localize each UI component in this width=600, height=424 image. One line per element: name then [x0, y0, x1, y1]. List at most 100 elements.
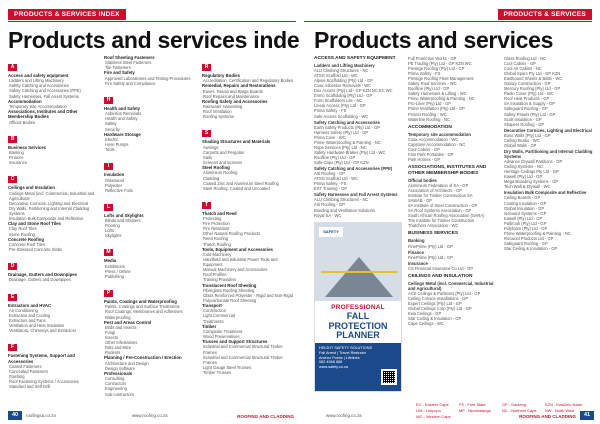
- index-category[interactable]: Media: [104, 258, 117, 264]
- index-subcategory[interactable]: Rainwater Harvesting: [203, 104, 243, 110]
- company-listing[interactable]: Kwa Ceilings - GP: [408, 311, 442, 317]
- index-subcategory[interactable]: Other Natural Roofing Products: [203, 231, 261, 237]
- company-listing[interactable]: Galaxy Construction - GP: [504, 81, 551, 87]
- company-listing[interactable]: Glass Roofing Ltd - NC: [504, 56, 547, 61]
- index-subcategory[interactable]: Stainless Steel Fasteners: [105, 60, 152, 66]
- index-subcategory[interactable]: Finance: [9, 155, 24, 161]
- company-listing[interactable]: Safety Panels (Pty) Ltd - GP: [504, 111, 556, 117]
- index-subcategory[interactable]: Steel Roofing, Coated and Uncoated: [203, 185, 270, 191]
- index-subcategory[interactable]: Safety Harnesses, Fall Arrest Systems: [9, 93, 79, 99]
- index-category[interactable]: Drainage, Gutters and Downpipes: [8, 272, 77, 278]
- index-category[interactable]: Fastening Systems, Support and Accessori…: [8, 353, 75, 364]
- company-listing[interactable]: Park Homes - GP: [408, 156, 441, 162]
- index-subcategory[interactable]: Engineering: [105, 386, 127, 392]
- company-listing[interactable]: Rope Services (Pty) Ltd - NC: [314, 144, 367, 150]
- index-subcategory[interactable]: Architecture and Design: [105, 360, 149, 366]
- company-listing[interactable]: SA Roof Systems Association - GP: [408, 208, 472, 214]
- index-subcategory[interactable]: Roof Coatings, Membranes and Adhesives: [105, 309, 183, 315]
- company-listing[interactable]: The Institute for Timber Construction: [408, 218, 475, 224]
- index-subcategory[interactable]: Exhibitions: [105, 263, 125, 269]
- company-listing[interactable]: Cool Air Cabins - NC: [504, 66, 542, 72]
- company-listing[interactable]: Global Insulation - GP: [504, 205, 545, 211]
- company-listing[interactable]: Ceiling Studio - WC: [504, 137, 540, 143]
- qr-code-icon[interactable]: [381, 369, 397, 385]
- index-category[interactable]: Regulatory Bodies: [202, 73, 240, 78]
- company-listing[interactable]: Alpine Scaffolding (Pty) Ltd - GP: [314, 78, 373, 84]
- index-subcategory[interactable]: Thatch Roofing: [203, 241, 231, 247]
- index-subcategory[interactable]: Carports and Pergolas: [203, 149, 244, 155]
- index-category[interactable]: Accommodation: [8, 98, 42, 104]
- index-subcategory[interactable]: Fungi: [105, 330, 116, 336]
- index-subcategory[interactable]: Composite Treatment: [203, 328, 243, 334]
- company-listing[interactable]: Aluminium Federation of SA - GP: [408, 183, 469, 189]
- company-listing[interactable]: Linear Access (Pty) Ltd - GP: [314, 103, 366, 109]
- fall-protection-advert[interactable]: SAFETY PROFESSIONAL FALL PROTECTION PLAN…: [314, 222, 402, 392]
- company-listing[interactable]: Roofline (Pty) Ltd - GP: [314, 154, 356, 160]
- index-subcategory[interactable]: Pre-Stressed Concrete Slabs: [9, 247, 63, 253]
- company-listing[interactable]: ALU Climbing Structures - NC: [314, 68, 369, 74]
- index-subcategory[interactable]: Flashing: [9, 374, 25, 380]
- company-listing[interactable]: Roof Heat Products - GP: [504, 96, 550, 102]
- company-listing[interactable]: Global Spars Pty Ltd - GP KZN: [504, 71, 561, 77]
- index-subcategory[interactable]: Fire Retardant: [203, 226, 230, 232]
- company-listing[interactable]: South African Roofing Association (SARA): [408, 213, 485, 219]
- index-subcategory[interactable]: Safety: [105, 121, 117, 127]
- index-subcategory[interactable]: Safety Catching and Accessories (PPE): [9, 88, 81, 94]
- company-listing[interactable]: Safety Harnesses & Lifting - WC: [408, 91, 467, 97]
- index-subcategory[interactable]: Industrial and Commercial Structural Tim…: [203, 344, 283, 355]
- index-category[interactable]: Tools, Equipment and Accessories: [202, 246, 273, 252]
- index-subcategory[interactable]: Skylights: [105, 233, 122, 239]
- company-listing[interactable]: ATSG Scaffold Ltd - WC: [314, 176, 358, 182]
- index-subcategory[interactable]: Press / Online: [105, 268, 131, 274]
- index-subcategory[interactable]: Glass Reinforced Polyester - Rigid and N…: [203, 292, 293, 298]
- index-subcategory[interactable]: Rats and Mice: [105, 345, 132, 351]
- index-category[interactable]: Paints, Coatings and Waterproofing: [104, 299, 177, 305]
- index-subcategory[interactable]: Manual Machinery and Accessories: [203, 267, 268, 273]
- index-category[interactable]: Timber: [202, 323, 217, 329]
- index-subcategory[interactable]: Decorative Cornices, Lighting and Electr…: [9, 200, 89, 206]
- index-subcategory[interactable]: Handheld and Industrial Power Tools and …: [203, 257, 278, 268]
- company-listing[interactable]: Coating Insulation - GP: [504, 200, 547, 206]
- company-listing[interactable]: Prime Waterproofing & Painting - NC: [408, 96, 475, 102]
- index-subcategory[interactable]: Ventilators, Chimneys and Extractors: [9, 328, 77, 334]
- index-subcategory[interactable]: Light Commercial: [203, 313, 235, 319]
- company-listing[interactable]: Scott Insulation - GP: [504, 116, 542, 122]
- index-subcategory[interactable]: Stone Roofing: [9, 231, 35, 237]
- company-listing[interactable]: Global Ceilings Corp (Pty) Ltd - GP: [408, 306, 472, 312]
- company-listing[interactable]: Royal SA - WC: [314, 212, 342, 218]
- company-listing[interactable]: Safeguard Roofing - GP: [504, 240, 548, 246]
- index-subcategory[interactable]: Concrete Roof Tiles: [9, 241, 45, 247]
- index-subcategory[interactable]: Industrial and Commercial Structural Tim…: [203, 354, 283, 365]
- index-subcategory[interactable]: Flooring: [105, 223, 120, 229]
- company-listing[interactable]: Eastbound Sheets & Batts - WC: [504, 76, 563, 82]
- index-subcategory[interactable]: Sails: [203, 154, 212, 160]
- index-category[interactable]: Thatch and Reed: [202, 210, 237, 216]
- index-subcategory[interactable]: Wood Preservatives: [203, 334, 240, 340]
- index-subcategory[interactable]: Dry Walls, Partitioning and Internal Cla…: [9, 205, 90, 216]
- index-category[interactable]: Steel Roofing: [202, 165, 230, 171]
- index-category[interactable]: Transport: [202, 303, 222, 309]
- index-subcategory[interactable]: Insects: [105, 335, 118, 341]
- index-category[interactable]: Remedial, Repairs and Restorations: [202, 83, 276, 89]
- index-subcategory[interactable]: Approved Laboratories and Testing Proced…: [105, 75, 191, 81]
- company-listing[interactable]: Fast Park Portables - GP: [408, 151, 454, 157]
- index-subcategory[interactable]: Blinds and Shutters: [105, 218, 141, 224]
- index-subcategory[interactable]: Fire Safety and Compliance: [105, 80, 156, 86]
- company-listing[interactable]: Association of Architects - GP: [408, 188, 462, 194]
- index-subcategory[interactable]: Construction: [203, 308, 226, 314]
- index-subcategory[interactable]: Design Software: [105, 365, 136, 371]
- company-listing[interactable]: Shapers Roofing - GP: [504, 121, 545, 127]
- index-subcategory[interactable]: Lofts: [105, 228, 114, 234]
- company-listing[interactable]: EST Training - GP: [314, 186, 348, 192]
- index-category[interactable]: Trusses and Support Structures: [202, 339, 268, 345]
- index-subcategory[interactable]: Official Bodies: [9, 119, 36, 125]
- company-listing[interactable]: ALU Climbing Structures - NC: [314, 197, 369, 203]
- index-category[interactable]: Insulation: [104, 172, 125, 178]
- index-category[interactable]: Health and Safety: [104, 105, 141, 111]
- company-listing[interactable]: Global Walls - GP: [504, 142, 537, 148]
- company-listing[interactable]: Arti Roofing - GP: [314, 171, 345, 177]
- company-listing[interactable]: Safety Roof Services - WC: [408, 81, 457, 87]
- company-listing[interactable]: Thatchers Association - WC: [408, 223, 459, 229]
- index-category[interactable]: Lofts and Skylights: [104, 212, 144, 218]
- company-listing[interactable]: Isoboard Systems - GP: [504, 210, 547, 216]
